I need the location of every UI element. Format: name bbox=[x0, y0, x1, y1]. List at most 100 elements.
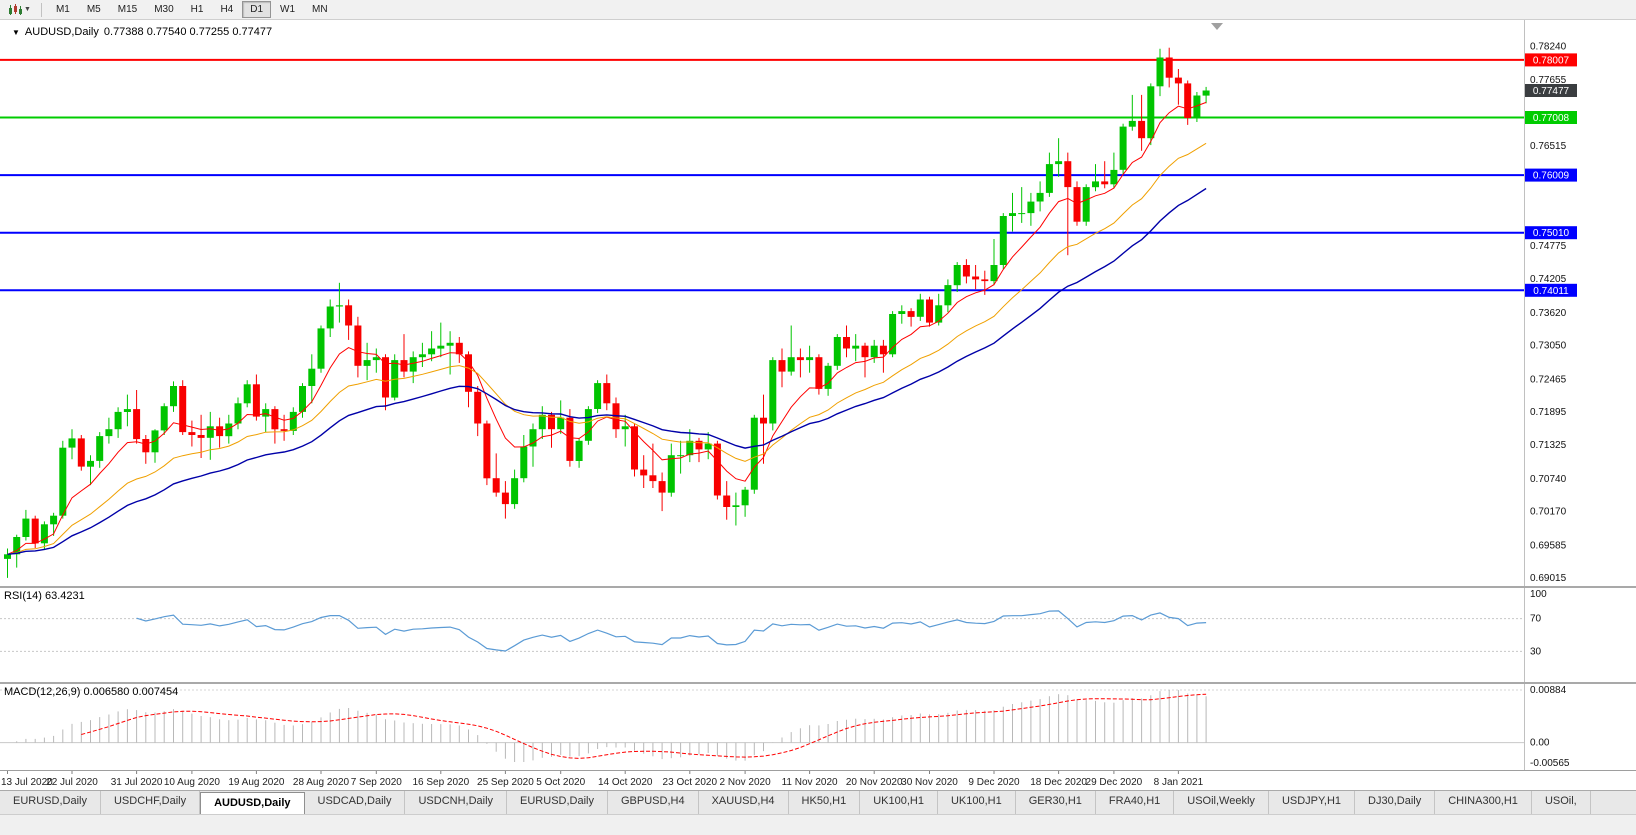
chart-shift-marker[interactable] bbox=[1211, 23, 1223, 30]
price-line-badge[interactable]: 0.74011 bbox=[1525, 283, 1577, 297]
panel-splitter-macd[interactable] bbox=[0, 682, 1636, 684]
date-tick-label: 9 Dec 2020 bbox=[968, 777, 1020, 788]
date-tick-label: 5 Oct 2020 bbox=[536, 777, 585, 788]
date-tick-label: 30 Nov 2020 bbox=[901, 777, 958, 788]
candlestick-chart-icon bbox=[9, 3, 22, 15]
time-axis[interactable]: 13 Jul 2020 22 Jul 2020 31 Jul 2020 10 Aug … bbox=[0, 770, 1636, 790]
main-price-chart[interactable]: 0.78240 0.77655 0.76515 0.74775 0.74205 0.736… bbox=[0, 20, 1636, 586]
timeframe-button-d1[interactable]: D1 bbox=[242, 1, 272, 18]
chart-tab-usdcnh-daily[interactable]: USDCNH,Daily bbox=[405, 791, 508, 814]
chart-tab-ger30-h1[interactable]: GER30,H1 bbox=[1015, 791, 1096, 814]
date-tick-label: 11 Nov 2020 bbox=[782, 777, 838, 788]
price-line-badge[interactable]: 0.78007 bbox=[1525, 53, 1577, 67]
price-tick-label: 0.70170 bbox=[1530, 507, 1567, 518]
macd-scale-label: -0.00565 bbox=[1530, 758, 1570, 769]
price-tick-label: 0.70740 bbox=[1530, 474, 1567, 485]
price-tick-label: 0.77655 bbox=[1530, 75, 1567, 86]
chart-tab-usoil-[interactable]: USOil, bbox=[1531, 791, 1591, 814]
macd-panel: 0.00884 0.00 -0.00565 MACD(12,26,9) 0.0065… bbox=[0, 684, 1636, 770]
price-tick-label: 0.73050 bbox=[1530, 341, 1567, 352]
price-tick-label: 0.71895 bbox=[1530, 407, 1567, 418]
date-tick-label: 16 Sep 2020 bbox=[412, 777, 469, 788]
svg-text:0.75010: 0.75010 bbox=[1533, 228, 1570, 239]
date-tick-label: 23 Oct 2020 bbox=[663, 777, 718, 788]
chart-tab-hk50-h1[interactable]: HK50,H1 bbox=[788, 791, 861, 814]
price-tick-label: 0.74775 bbox=[1530, 241, 1567, 252]
price-tick-label: 0.72465 bbox=[1530, 374, 1567, 385]
chart-type-icon[interactable]: ▼ bbox=[4, 3, 35, 17]
date-tick-label: 2 Nov 2020 bbox=[720, 777, 772, 788]
chart-tab-gbpusd-h4[interactable]: GBPUSD,H4 bbox=[608, 791, 699, 814]
price-tick-label: 0.76515 bbox=[1530, 141, 1567, 152]
date-tick-label: 13 Jul 2020 bbox=[1, 777, 53, 788]
date-tick-label: 25 Sep 2020 bbox=[477, 777, 534, 788]
date-tick-label: 29 Dec 2020 bbox=[1086, 777, 1143, 788]
rsi-panel: 100 70 30 RSI(14) 63.4231 bbox=[0, 588, 1636, 682]
timeframe-button-mn[interactable]: MN bbox=[312, 4, 328, 15]
timeframe-button-m15[interactable]: M15 bbox=[117, 4, 138, 15]
timeframe-button-h4[interactable]: H4 bbox=[220, 4, 234, 15]
price-tick-label: 0.69015 bbox=[1530, 573, 1567, 584]
price-tick-label: 0.69585 bbox=[1530, 540, 1567, 551]
chart-tab-usdjpy-h1[interactable]: USDJPY,H1 bbox=[1268, 791, 1356, 814]
date-tick-label: 31 Jul 2020 bbox=[111, 777, 163, 788]
panel-splitter-rsi[interactable] bbox=[0, 586, 1636, 588]
timeframe-button-w1[interactable]: W1 bbox=[280, 4, 296, 15]
svg-text:0.74011: 0.74011 bbox=[1533, 286, 1569, 297]
svg-text:0.77477: 0.77477 bbox=[1533, 86, 1570, 97]
rsi-scale-label: 100 bbox=[1530, 589, 1547, 600]
rsi-scale-label: 30 bbox=[1530, 646, 1542, 657]
svg-text:0.78007: 0.78007 bbox=[1533, 55, 1570, 66]
date-tick-label: 18 Dec 2020 bbox=[1030, 777, 1087, 788]
date-tick-label: 7 Sep 2020 bbox=[351, 777, 403, 788]
timeframe-toolbar: ▼ M1 M5 M15 M30 H1 H4 D1 W1 MN bbox=[0, 0, 1636, 20]
chart-tab-usdchf-daily[interactable]: USDCHF,Daily bbox=[100, 791, 201, 814]
date-tick-label: 28 Aug 2020 bbox=[293, 777, 350, 788]
price-line-badge[interactable]: 0.76009 bbox=[1525, 168, 1577, 182]
chart-tab-china300-h1[interactable]: CHINA300,H1 bbox=[1435, 791, 1532, 814]
price-tick-label: 0.71325 bbox=[1530, 440, 1567, 451]
candles-series bbox=[4, 47, 1210, 578]
price-line-badge[interactable]: 0.77008 bbox=[1525, 111, 1577, 124]
macd-scale-label: 0.00 bbox=[1530, 738, 1550, 749]
macd-scale-label: 0.00884 bbox=[1530, 685, 1567, 696]
price-tick-label: 0.78240 bbox=[1530, 42, 1567, 53]
date-tick-label: 22 Jul 2020 bbox=[46, 777, 98, 788]
chart-tab-audusd-daily[interactable]: AUDUSD,Daily bbox=[200, 792, 305, 814]
chart-tab-fra40-h1[interactable]: FRA40,H1 bbox=[1095, 791, 1175, 814]
timeframe-button-m1[interactable]: M1 bbox=[55, 4, 70, 15]
chart-tab-usdcad-daily[interactable]: USDCAD,Daily bbox=[304, 791, 406, 814]
date-tick-label: 14 Oct 2020 bbox=[598, 777, 653, 788]
rsi-scale-label: 70 bbox=[1530, 614, 1542, 625]
timeframe-button-m5[interactable]: M5 bbox=[86, 4, 101, 15]
main-chart-panel: 0.78240 0.77655 0.76515 0.74775 0.74205 0.736… bbox=[0, 20, 1636, 586]
chart-tab-eurusd-daily[interactable]: EURUSD,Daily bbox=[0, 791, 101, 814]
toolbar-separator bbox=[40, 2, 42, 17]
chart-tab-eurusd-daily[interactable]: EURUSD,Daily bbox=[507, 791, 608, 814]
bottom-status-strip bbox=[0, 814, 1636, 835]
svg-text:0.77008: 0.77008 bbox=[1533, 113, 1570, 124]
date-tick-label: 8 Jan 2021 bbox=[1154, 777, 1204, 788]
chart-tab-uk100-h1[interactable]: UK100,H1 bbox=[860, 791, 938, 814]
macd-histogram bbox=[16, 690, 1207, 762]
chart-tab-dj30-daily[interactable]: DJ30,Daily bbox=[1355, 791, 1436, 814]
price-tick-label: 0.74205 bbox=[1530, 274, 1567, 285]
rsi-chart[interactable]: 100 70 30 bbox=[0, 588, 1636, 682]
chart-tab-uk100-h1[interactable]: UK100,H1 bbox=[937, 791, 1016, 814]
price-line-badge[interactable]: 0.75010 bbox=[1525, 226, 1577, 240]
price-tick-label: 0.73620 bbox=[1530, 308, 1567, 319]
timeframe-toolbar-buttons: M1 M5 M15 M30 H1 H4 D1 W1 MN bbox=[48, 1, 336, 18]
chart-tab-xauusd-h4[interactable]: XAUUSD,H4 bbox=[698, 791, 789, 814]
current-price-badge[interactable]: 0.77477 bbox=[1525, 84, 1577, 97]
timeframe-button-m30[interactable]: M30 bbox=[154, 4, 174, 15]
date-tick-label: 10 Aug 2020 bbox=[164, 777, 221, 788]
svg-text:0.76009: 0.76009 bbox=[1533, 171, 1570, 182]
date-tick-label: 19 Aug 2020 bbox=[228, 777, 285, 788]
chart-tabs-bar: EURUSD,Daily USDCHF,Daily AUDUSD,Daily USDC… bbox=[0, 790, 1636, 814]
chevron-down-icon: ▼ bbox=[24, 6, 31, 13]
date-tick-label: 20 Nov 2020 bbox=[846, 777, 903, 788]
chart-tab-usoil-weekly[interactable]: USOil,Weekly bbox=[1174, 791, 1269, 814]
timeframe-button-h1[interactable]: H1 bbox=[190, 4, 204, 15]
macd-chart[interactable]: 0.00884 0.00 -0.00565 bbox=[0, 684, 1636, 770]
